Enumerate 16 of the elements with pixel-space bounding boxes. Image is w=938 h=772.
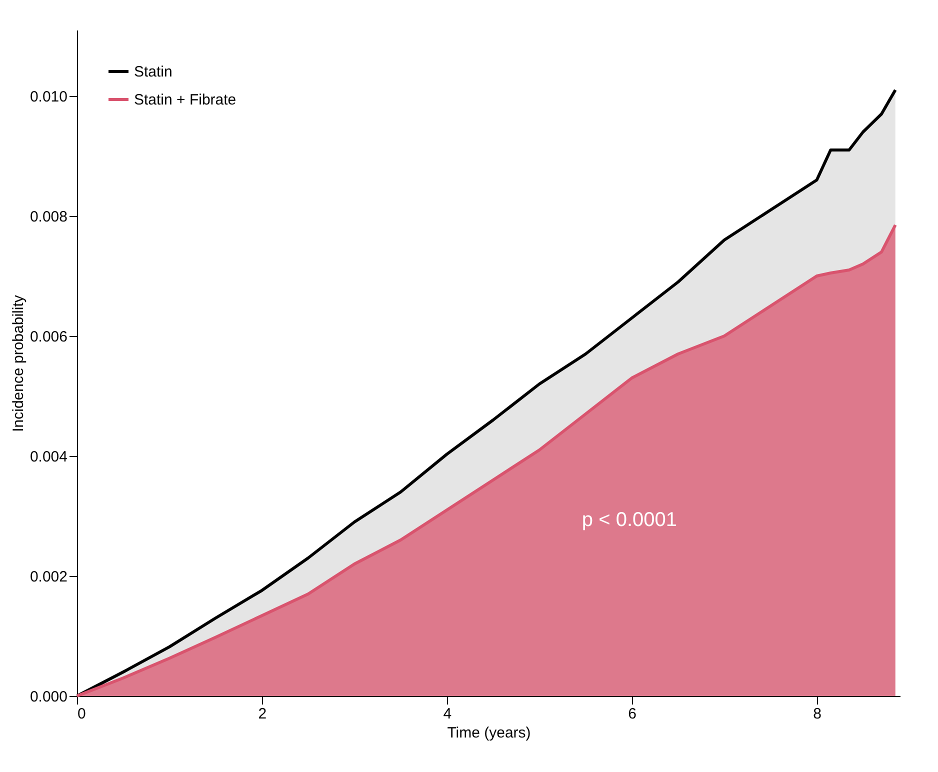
y-tick-label: 0.002	[30, 568, 68, 586]
legend-label: Statin	[134, 64, 172, 80]
x-tick-label: 6	[628, 706, 637, 722]
y-axis-title: Incidence probability	[10, 294, 27, 432]
x-tick-label: 8	[813, 706, 822, 722]
y-tick-label: 0.008	[30, 208, 68, 226]
y-tick-label: 0.000	[30, 688, 68, 706]
y-tick-label: 0.006	[30, 328, 68, 346]
annotation: p < 0.0001	[582, 509, 677, 531]
legend-label: Statin + Fibrate	[134, 92, 236, 108]
x-tick-label: 4	[443, 706, 452, 722]
y-tick-label: 0.010	[30, 88, 68, 106]
x-tick-label: 2	[258, 706, 267, 722]
x-axis-title: Time (years)	[447, 724, 531, 742]
x-tick-label: 0	[78, 706, 86, 722]
y-tick-label: 0.004	[30, 448, 68, 466]
